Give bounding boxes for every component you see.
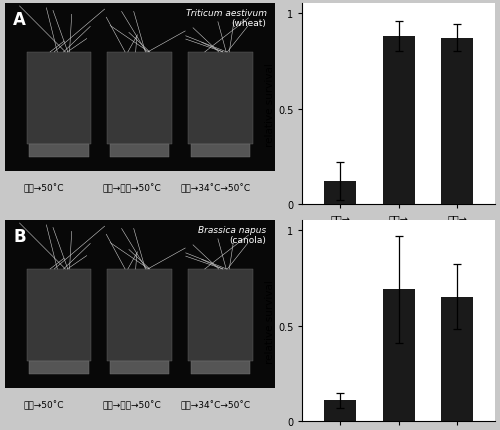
FancyBboxPatch shape [108, 53, 172, 144]
FancyBboxPatch shape [26, 53, 92, 144]
FancyBboxPatch shape [110, 144, 170, 158]
Text: 黑暗→34˚C→50˚C: 黑暗→34˚C→50˚C [180, 400, 250, 409]
Bar [324, 400, 356, 421]
Text: 黑暗→50˚C: 黑暗→50˚C [24, 400, 64, 409]
Text: B: B [13, 227, 26, 246]
FancyBboxPatch shape [188, 269, 253, 361]
Bar [324, 182, 356, 205]
Bar [382, 37, 414, 205]
FancyBboxPatch shape [30, 361, 88, 375]
FancyBboxPatch shape [110, 361, 170, 375]
FancyBboxPatch shape [26, 269, 92, 361]
FancyBboxPatch shape [191, 361, 250, 375]
Text: Triticum aestivum: Triticum aestivum [186, 9, 266, 18]
Text: A: A [13, 11, 26, 29]
FancyBboxPatch shape [30, 144, 88, 158]
Y-axis label: relative survival: relative survival [265, 63, 275, 146]
Text: (canola): (canola) [230, 236, 266, 245]
Text: 黑暗→光照→50˚C: 黑暗→光照→50˚C [102, 183, 161, 193]
Text: 黑暗→光照→50˚C: 黑暗→光照→50˚C [102, 400, 161, 409]
Bar [441, 39, 473, 205]
Text: Brassica napus: Brassica napus [198, 226, 266, 235]
Bar [441, 297, 473, 421]
Text: (wheat): (wheat) [232, 19, 266, 28]
FancyBboxPatch shape [108, 269, 172, 361]
Text: 黑暗→34˚C→50˚C: 黑暗→34˚C→50˚C [180, 183, 250, 193]
Y-axis label: relative survival: relative survival [265, 280, 275, 363]
Bar [382, 290, 414, 421]
FancyBboxPatch shape [191, 144, 250, 158]
FancyBboxPatch shape [188, 53, 253, 144]
Text: 黑暗→50˚C: 黑暗→50˚C [24, 183, 64, 193]
